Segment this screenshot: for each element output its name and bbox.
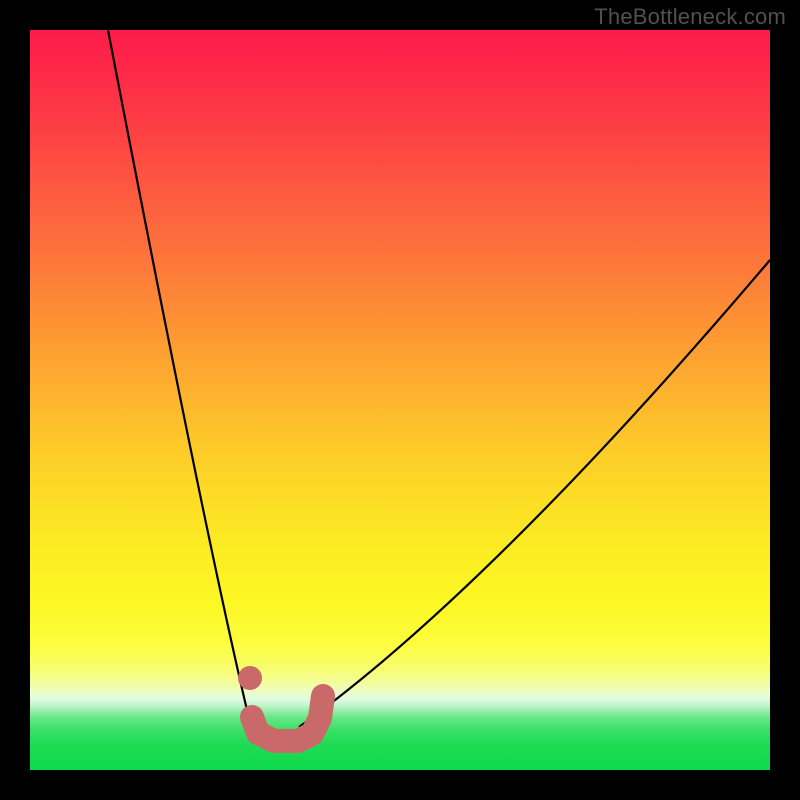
plot-area [30,30,770,770]
curve-layer [30,30,770,770]
watermark-text: TheBottleneck.com [594,4,786,30]
marker-u-path [252,696,323,741]
chart-canvas: TheBottleneck.com [0,0,800,800]
marker-dot [238,666,262,690]
v-curve [108,30,770,727]
